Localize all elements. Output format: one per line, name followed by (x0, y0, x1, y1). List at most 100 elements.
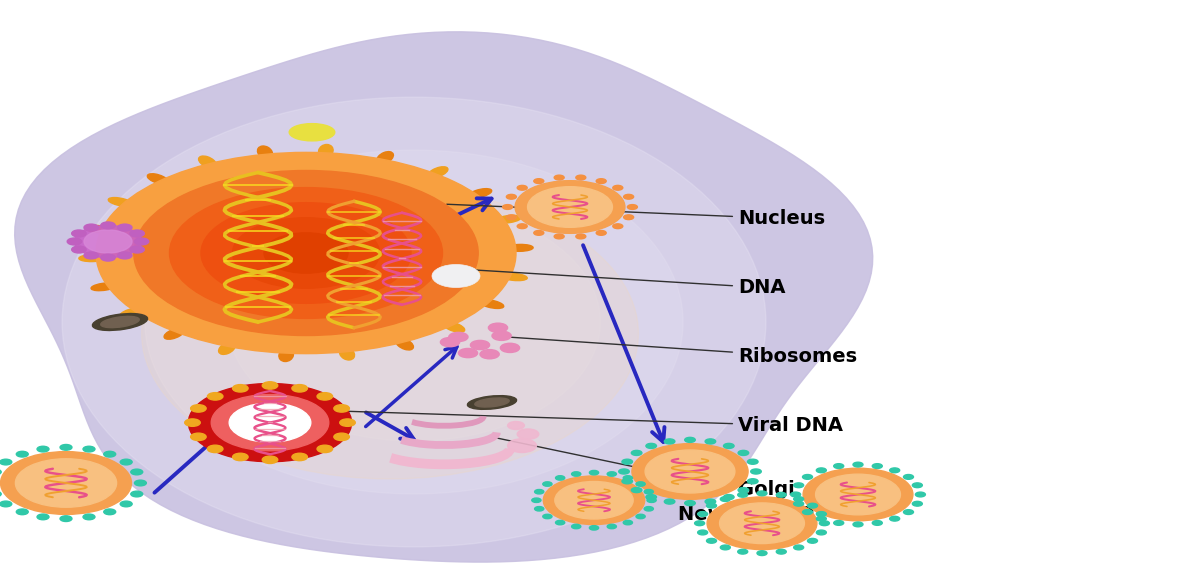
Text: Nucleus: Nucleus (446, 204, 826, 228)
Circle shape (636, 514, 646, 519)
Circle shape (571, 472, 581, 476)
Ellipse shape (92, 313, 148, 331)
Text: New viral: New viral (678, 505, 781, 524)
Circle shape (134, 170, 478, 335)
Polygon shape (14, 32, 872, 562)
Circle shape (263, 456, 277, 463)
Circle shape (803, 468, 913, 521)
Ellipse shape (502, 273, 527, 281)
Circle shape (534, 179, 544, 183)
Circle shape (631, 488, 642, 493)
Circle shape (613, 224, 623, 229)
Circle shape (916, 492, 925, 497)
Circle shape (517, 429, 539, 439)
Circle shape (120, 459, 132, 465)
Circle shape (646, 494, 656, 500)
Circle shape (37, 446, 49, 452)
Circle shape (292, 385, 307, 392)
Circle shape (904, 509, 913, 515)
Circle shape (188, 384, 352, 462)
Ellipse shape (108, 198, 132, 206)
Ellipse shape (468, 396, 516, 409)
Circle shape (334, 433, 349, 440)
Circle shape (532, 498, 541, 503)
Circle shape (791, 492, 800, 497)
Circle shape (803, 509, 812, 515)
Circle shape (816, 516, 827, 521)
Circle shape (470, 340, 490, 350)
Circle shape (724, 494, 734, 500)
Circle shape (191, 405, 206, 412)
Circle shape (554, 481, 634, 519)
Circle shape (834, 520, 844, 526)
Circle shape (317, 393, 332, 400)
Circle shape (636, 482, 646, 486)
Circle shape (101, 222, 115, 229)
Circle shape (492, 331, 511, 340)
Ellipse shape (228, 203, 600, 441)
Circle shape (707, 503, 716, 508)
Circle shape (503, 205, 512, 209)
Circle shape (872, 463, 882, 469)
Circle shape (208, 393, 223, 400)
Circle shape (793, 545, 804, 550)
Ellipse shape (85, 225, 110, 233)
Circle shape (517, 224, 527, 229)
Circle shape (74, 225, 142, 258)
Circle shape (776, 492, 786, 497)
Circle shape (706, 499, 715, 504)
Ellipse shape (258, 146, 272, 159)
Circle shape (211, 394, 329, 451)
Circle shape (853, 462, 863, 467)
Circle shape (528, 187, 612, 227)
Ellipse shape (79, 255, 106, 262)
Circle shape (912, 483, 923, 488)
Circle shape (623, 476, 632, 480)
Circle shape (622, 459, 632, 464)
Circle shape (793, 497, 804, 501)
Circle shape (738, 549, 748, 554)
Circle shape (83, 514, 95, 520)
Circle shape (816, 468, 827, 473)
Ellipse shape (62, 97, 766, 547)
Circle shape (628, 205, 637, 209)
Circle shape (571, 524, 581, 528)
Circle shape (67, 238, 82, 245)
Circle shape (623, 520, 632, 525)
Circle shape (665, 439, 674, 444)
Circle shape (776, 549, 786, 554)
Circle shape (808, 503, 817, 508)
Circle shape (103, 509, 115, 515)
Ellipse shape (220, 196, 430, 287)
Circle shape (912, 501, 923, 506)
Circle shape (738, 488, 749, 493)
Circle shape (264, 233, 348, 273)
Circle shape (96, 152, 516, 354)
Ellipse shape (506, 244, 533, 251)
Circle shape (37, 514, 49, 520)
Circle shape (889, 516, 900, 521)
Circle shape (480, 350, 499, 359)
Circle shape (134, 238, 149, 245)
Circle shape (458, 348, 478, 358)
Circle shape (534, 231, 544, 235)
Circle shape (292, 453, 307, 461)
Circle shape (738, 492, 748, 497)
Ellipse shape (396, 338, 414, 350)
Circle shape (120, 501, 132, 507)
Circle shape (622, 479, 632, 484)
Circle shape (904, 474, 913, 480)
Circle shape (440, 338, 460, 347)
Circle shape (697, 512, 708, 516)
Ellipse shape (289, 124, 335, 141)
Circle shape (233, 385, 248, 392)
Circle shape (816, 474, 900, 515)
Circle shape (738, 450, 749, 455)
Circle shape (556, 520, 565, 525)
Ellipse shape (198, 156, 216, 168)
Ellipse shape (164, 328, 184, 339)
Circle shape (707, 538, 716, 543)
Ellipse shape (91, 283, 116, 291)
Circle shape (720, 545, 731, 550)
Circle shape (793, 483, 804, 488)
